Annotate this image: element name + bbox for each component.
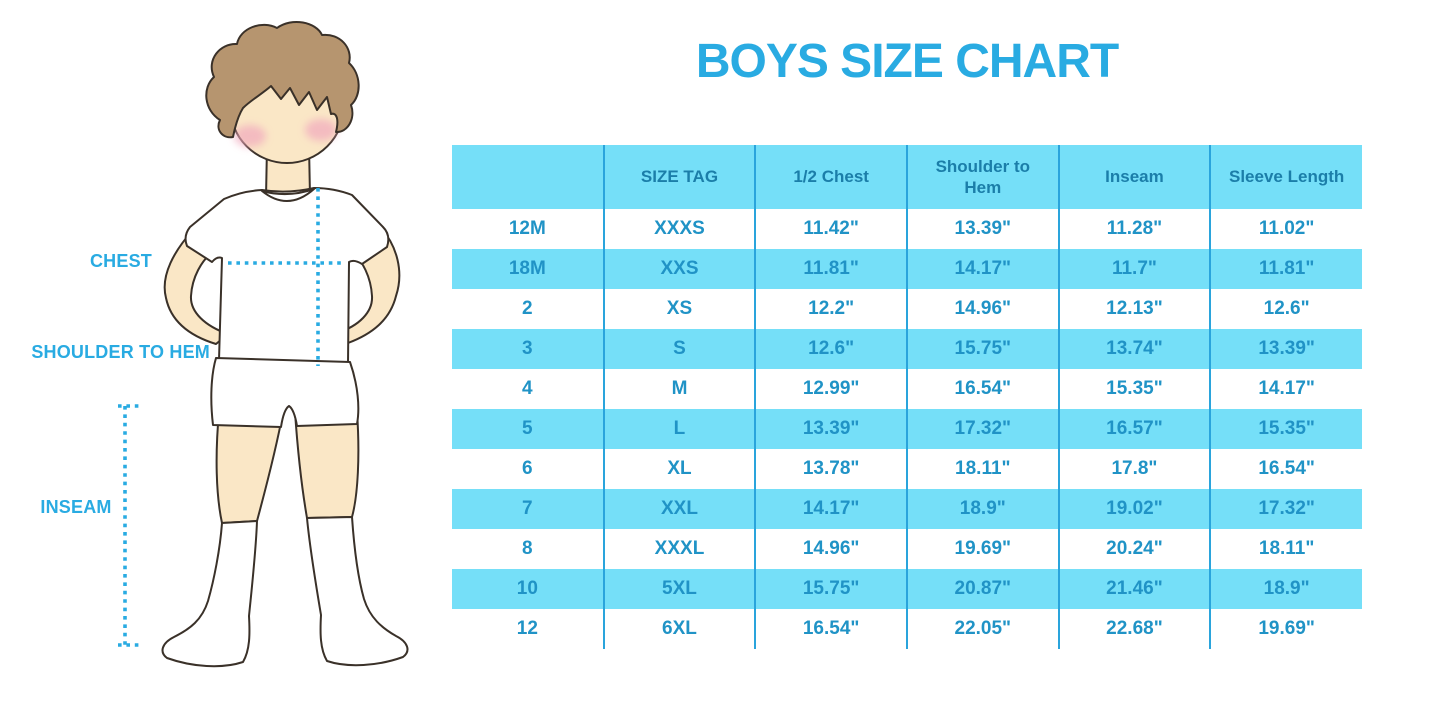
inseam-dotted-line — [118, 404, 142, 647]
size-table: SIZE TAG 1/2 Chest Shoulder to Hem Inseam Sl… — [452, 145, 1362, 649]
table-cell: 12M — [508, 218, 546, 239]
table-cell: 13.78" — [754, 449, 907, 489]
table-row: 12M XXXS 11.42" 13.39" 11.28" 11.02" — [452, 209, 1362, 249]
collar — [261, 188, 315, 202]
table-row: 6 XL 13.78" 18.11" 17.8" 16.54" — [452, 449, 1362, 489]
table-cell: 17.8" — [1057, 449, 1211, 489]
table-cell: 19.02" — [1057, 489, 1211, 529]
table-cell: 16.57" — [1057, 409, 1211, 449]
table-cell: 13.74" — [1057, 329, 1211, 369]
column-header: SIZE TAG — [602, 145, 756, 209]
table-cell: 17.32" — [905, 409, 1059, 449]
table-cell: 13.39" — [1209, 329, 1362, 369]
table-cell: 11.7" — [1057, 249, 1211, 289]
table-cell: 4 — [522, 378, 533, 399]
table-row: 4 M 12.99" 16.54" 15.35" 14.17" — [452, 369, 1362, 409]
table-cell: 19.69" — [1209, 609, 1362, 649]
table-cell: XXS — [602, 249, 756, 289]
column-header: Shoulder to Hem — [905, 145, 1059, 209]
table-row: 8 XXXL 14.96" 19.69" 20.24" 18.11" — [452, 529, 1362, 569]
table-cell: XXL — [602, 489, 756, 529]
inseam-label: INSEAM — [40, 497, 112, 517]
table-cell: 11.28" — [1057, 209, 1211, 249]
table-cell: 11.81" — [1209, 249, 1362, 289]
table-cell: 5XL — [602, 569, 756, 609]
table-row: 3 S 12.6" 15.75" 13.74" 13.39" — [452, 329, 1362, 369]
page-title: BOYS SIZE CHART — [695, 35, 1119, 88]
table-cell: XXXL — [602, 529, 756, 569]
table-cell: 16.54" — [1209, 449, 1362, 489]
table-cell: 14.96" — [905, 289, 1059, 329]
table-cell: 15.35" — [1209, 409, 1362, 449]
table-cell: 22.68" — [1057, 609, 1211, 649]
table-cell: L — [602, 409, 756, 449]
table-row: 10 5XL 15.75" 20.87" 21.46" 18.9" — [452, 569, 1362, 609]
table-cell: 18.11" — [905, 449, 1059, 489]
table-cell: XS — [602, 289, 756, 329]
table-cell: 11.81" — [754, 249, 907, 289]
table-cell: 14.17" — [754, 489, 907, 529]
table-row: 2 XS 12.2" 14.96" 12.13" 12.6" — [452, 289, 1362, 329]
chest-label: CHEST — [89, 251, 152, 271]
table-cell: 12.2" — [754, 289, 907, 329]
table-cell: 12 — [516, 618, 538, 639]
table-cell: XL — [602, 449, 756, 489]
table-cell: 12.99" — [754, 369, 907, 409]
table-row: 5 L 13.39" 17.32" 16.57" 15.35" — [452, 409, 1362, 449]
table-cell: 14.17" — [905, 249, 1059, 289]
table-cell: 6 — [522, 458, 533, 479]
table-cell: 14.17" — [1209, 369, 1362, 409]
table-cell: 14.96" — [754, 529, 907, 569]
table-cell: 13.39" — [754, 409, 907, 449]
table-cell: 8 — [522, 538, 533, 559]
table-cell: 22.05" — [905, 609, 1059, 649]
socks — [161, 516, 409, 668]
table-cell: 20.87" — [905, 569, 1059, 609]
table-cell: 7 — [452, 489, 604, 529]
legs — [215, 411, 360, 524]
table-row: 12 6XL 16.54" 22.05" 22.68" 19.69" — [452, 609, 1362, 649]
table-row: 7 XXL 14.17" 18.9" 19.02" 17.32" — [452, 489, 1362, 529]
table-cell: 15.35" — [1057, 369, 1211, 409]
table-cell: 13.39" — [905, 209, 1059, 249]
table-cell: 12.6" — [754, 329, 907, 369]
table-cell: 12.13" — [1057, 289, 1211, 329]
tshirt — [184, 187, 390, 371]
table-cell: 19.69" — [905, 529, 1059, 569]
header-row: SIZE TAG 1/2 Chest Shoulder to Hem Inseam Sl… — [452, 145, 1362, 209]
table-cell: 15.75" — [754, 569, 907, 609]
column-header — [452, 145, 604, 209]
table-cell: 11.02" — [1209, 209, 1362, 249]
shoulder-to-hem-label: SHOULDER TO HEM — [31, 342, 210, 362]
table-cell: S — [602, 329, 756, 369]
column-header: Sleeve Length — [1209, 145, 1362, 209]
table-cell: 11.42" — [754, 209, 907, 249]
table-cell: 18M — [452, 249, 604, 289]
table-cell: 18.9" — [1209, 569, 1362, 609]
table-cell: 21.46" — [1057, 569, 1211, 609]
boy-illustration — [118, 20, 409, 668]
table-row: 18M XXS 11.81" 14.17" 11.7" 11.81" — [452, 249, 1362, 289]
table-cell: 10 — [452, 569, 604, 609]
table-cell: 15.75" — [905, 329, 1059, 369]
table-cell: 17.32" — [1209, 489, 1362, 529]
table-cell: 18.9" — [905, 489, 1059, 529]
column-header: 1/2 Chest — [754, 145, 907, 209]
table-cell: 16.54" — [754, 609, 907, 649]
table-cell: 16.54" — [905, 369, 1059, 409]
table-cell: 18.11" — [1209, 529, 1362, 569]
table-cell: 2 — [522, 298, 533, 319]
column-header: Inseam — [1057, 145, 1211, 209]
hair — [205, 20, 360, 139]
table-cell: 6XL — [602, 609, 756, 649]
table-cell: 5 — [452, 409, 604, 449]
table-cell: 12.6" — [1209, 289, 1362, 329]
table-cell: 20.24" — [1057, 529, 1211, 569]
shorts — [210, 357, 360, 428]
table-cell: M — [602, 369, 756, 409]
cheek-blush — [234, 119, 337, 147]
table-cell: 3 — [452, 329, 604, 369]
table-cell: XXXS — [602, 209, 756, 249]
